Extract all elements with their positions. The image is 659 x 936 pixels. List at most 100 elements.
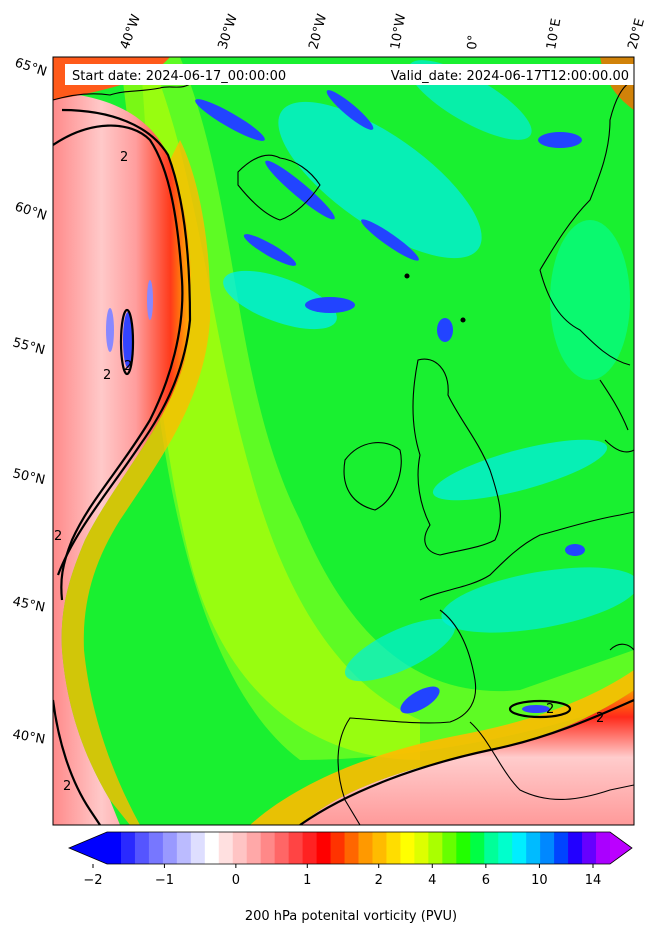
contour-label: 2 <box>63 779 71 794</box>
pv-high-west <box>53 92 192 825</box>
colorbar-segment <box>330 832 346 864</box>
lon-tick-label: 10°E <box>544 17 564 50</box>
contour-label-group: 2 2 2 2 2 2 2 <box>54 150 604 794</box>
colorbar-segment <box>554 832 569 864</box>
pv-patch-cyan <box>223 270 337 330</box>
pv-streak-blue <box>565 544 585 556</box>
colorbar-outline <box>67 831 633 865</box>
contour-label: 2 <box>54 529 62 544</box>
pv-streak-blue <box>265 160 335 220</box>
map-panel: 2 2 2 2 2 2 2 Start date: 2024-06-17_00:… <box>53 57 634 825</box>
colorbar-segment <box>456 832 471 864</box>
colorbar-segment <box>162 832 178 864</box>
lon-tick-label: 40°W <box>118 12 144 51</box>
pv-patch-cyan <box>432 439 608 501</box>
lat-tick-label: 60°N <box>13 200 49 224</box>
pv-edge-south <box>250 670 634 825</box>
lon-tick-label: 20°W <box>306 12 330 51</box>
colorbar-tick-label: 10 <box>531 873 548 888</box>
colorbar-segment <box>512 832 527 864</box>
colorbar-segment <box>568 832 583 864</box>
lon-tick-label: 20°E <box>625 17 648 51</box>
colorbar-under-triangle <box>69 832 107 864</box>
colorbar-segment <box>414 832 429 864</box>
contour-label: 2 <box>596 711 604 726</box>
colorbar-segment <box>302 832 318 864</box>
colorbar: −2 −1 0 1 2 4 6 10 14 200 hPa potenital vorticit… <box>67 831 633 924</box>
lon-tick-label: 30°W <box>216 12 241 51</box>
coastlines <box>53 79 634 825</box>
lat-tick-label: 65°N <box>13 56 49 80</box>
pv-streak-blue <box>400 686 440 714</box>
pv-high-south <box>300 690 634 825</box>
colorbar-ticks: −2 −1 0 1 2 4 6 10 14 <box>83 864 601 888</box>
pv-streak-blue <box>195 99 265 141</box>
colorbar-segment <box>358 832 374 864</box>
colorbar-segment <box>386 832 402 864</box>
lat-tick-labels: 65°N 60°N 55°N 50°N 45°N 40°N <box>11 56 49 748</box>
contour-label: 2 <box>103 368 111 383</box>
colorbar-segment <box>120 832 136 864</box>
pv-streak-blue <box>123 312 133 368</box>
lon-tick-label: 10°W <box>388 13 409 51</box>
pv-streak-blue <box>243 234 297 266</box>
colorbar-segment <box>582 832 597 864</box>
pv-streak-blue <box>147 280 153 320</box>
pv-patch-cyan <box>441 567 634 633</box>
colorbar-segment <box>526 832 541 864</box>
pv-patch-cyan <box>550 220 630 380</box>
colorbar-segment <box>316 832 332 864</box>
colorbar-segment <box>442 832 457 864</box>
colorbar-segment <box>484 832 499 864</box>
pv-2-contours <box>53 108 634 825</box>
colorbar-segment <box>204 832 220 864</box>
colorbar-segment <box>498 832 513 864</box>
colorbar-segment <box>344 832 360 864</box>
colorbar-segment <box>400 832 415 864</box>
map-frame <box>52 56 635 826</box>
lat-tick-label: 40°N <box>11 727 46 747</box>
colorbar-segment <box>148 832 164 864</box>
info-banner <box>65 64 634 85</box>
colorbar-segments <box>107 832 611 864</box>
colorbar-segment <box>107 832 122 864</box>
start-date-label: Start date: 2024-06-17_00:00:00 <box>72 69 286 84</box>
colorbar-tick-label: −1 <box>155 873 174 888</box>
pv-streak-blue <box>538 132 582 148</box>
colorbar-over-triangle <box>610 832 632 864</box>
colorbar-segment <box>260 832 276 864</box>
colorbar-segment <box>274 832 290 864</box>
colorbar-segment <box>372 832 388 864</box>
contour-label: 2 <box>546 702 554 717</box>
lon-tick-label: 0° <box>465 34 481 50</box>
colorbar-segment <box>232 832 248 864</box>
pv-edge-west <box>61 140 211 825</box>
colorbar-tick-label: 4 <box>428 873 436 888</box>
colorbar-segment <box>428 832 443 864</box>
lat-tick-label: 50°N <box>11 466 46 488</box>
pv-patch-cyan <box>344 618 456 682</box>
colorbar-segment <box>596 832 611 864</box>
colorbar-segment <box>176 832 192 864</box>
pv-streak-blue <box>305 297 355 313</box>
colorbar-tick-label: 6 <box>482 873 490 888</box>
pv-streak-blue <box>106 308 114 352</box>
pv-streak-blue <box>326 90 374 130</box>
pv-streak-blue <box>361 219 419 261</box>
pv-streak-blue <box>437 318 453 342</box>
colorbar-tick-label: 14 <box>585 873 602 888</box>
contour-label: 2 <box>124 359 132 374</box>
colorbar-segment <box>288 832 304 864</box>
colorbar-segment <box>190 832 206 864</box>
colorbar-title: 200 hPa potenital vorticity (PVU) <box>245 909 457 924</box>
lat-tick-label: 55°N <box>11 335 47 358</box>
valid-date-label: Valid_date: 2024-06-17T12:00:00.00 <box>391 69 629 84</box>
colorbar-tick-label: 1 <box>303 873 311 888</box>
colorbar-tick-label: −2 <box>83 873 102 888</box>
lon-tick-labels: 40°W 30°W 20°W 10°W 0° 10°E 20°E <box>118 12 648 51</box>
colorbar-segment <box>470 832 485 864</box>
colorbar-segment <box>134 832 150 864</box>
colorbar-tick-label: 2 <box>375 873 383 888</box>
pv-patch-cyan <box>278 101 482 259</box>
